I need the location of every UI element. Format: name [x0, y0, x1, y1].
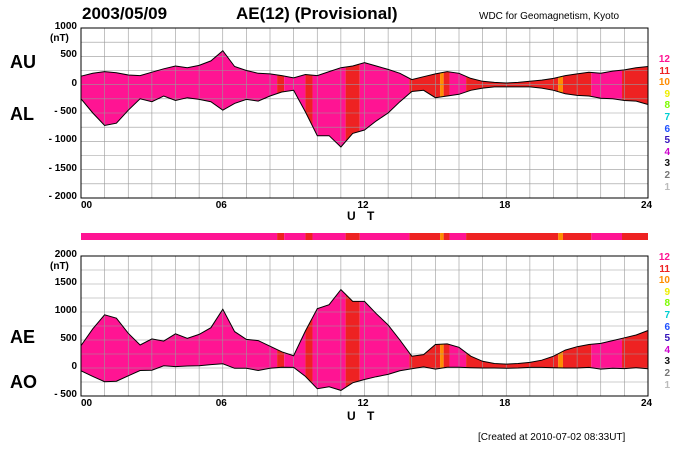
ae-label: AE [10, 327, 36, 347]
lower-y-tick-label: 1000 [54, 305, 77, 316]
lower-plot-frame [80, 255, 649, 397]
upper-unit: (nT) [50, 33, 69, 44]
upper-x-axis-label: U T [347, 209, 379, 223]
lower-series-ao-line [80, 363, 649, 391]
upper-y-tick-label: - 500 [54, 106, 77, 117]
lower-grid [80, 255, 649, 397]
legend-item-4: 4 [664, 344, 670, 356]
data-source: WDC for Geomagnetism, Kyoto [479, 11, 620, 22]
legend-item-10: 10 [658, 77, 670, 89]
station-bar-segment-12 [558, 233, 563, 240]
upper-y-tick-label: - 1500 [48, 162, 77, 174]
station-bar-segment-5 [345, 233, 360, 240]
lower-x-tick-label: 18 [499, 398, 511, 409]
station-bar-segment-14 [591, 233, 623, 240]
legend-item-5: 5 [664, 135, 670, 147]
upper-x-tick-label: 00 [81, 200, 93, 211]
legend-item-9: 9 [664, 88, 670, 100]
station-bar-segment-15 [622, 233, 648, 240]
lower-y-tick-label: - 500 [54, 389, 77, 400]
lower-series-ae-line [80, 288, 649, 365]
legend-item-1: 1 [664, 379, 670, 391]
legend-item-6: 6 [664, 123, 670, 135]
upper-panel [80, 27, 649, 199]
station-bar-segment-11 [466, 233, 559, 240]
legend-item-6: 6 [664, 321, 670, 333]
station-bar-segment-7 [409, 233, 441, 240]
station-bar-segment-1 [277, 233, 285, 240]
legend-item-2: 2 [664, 368, 670, 379]
al-label: AL [10, 104, 34, 124]
legend-item-10: 10 [658, 275, 670, 287]
legend-item-11: 11 [659, 65, 670, 77]
legend-item-8: 8 [664, 298, 670, 310]
ao-label: AO [10, 372, 37, 392]
lower-x-tick-label: 00 [81, 398, 93, 409]
legend-item-9: 9 [664, 286, 670, 298]
plot-title: AE(12) (Provisional) [236, 4, 398, 23]
lower-panel [80, 255, 649, 397]
station-bar-segment-2 [284, 233, 306, 240]
lower-y-tick-label: 2000 [54, 249, 77, 260]
lower-unit: (nT) [50, 261, 69, 272]
station-bar-segment-9 [443, 233, 450, 240]
legend-item-5: 5 [664, 333, 670, 345]
legend-item-7: 7 [664, 310, 670, 321]
station-bar-segment-4 [312, 233, 346, 240]
lower-y-tick-label: 1500 [54, 277, 77, 288]
upper-x-tick-label: 18 [499, 200, 511, 211]
lower-x-tick-label: 24 [641, 398, 653, 409]
upper-x-tick-label: 06 [215, 200, 227, 211]
upper-series-au-line [80, 49, 649, 84]
upper-x-tick-label: 24 [641, 200, 653, 211]
lower-x-axis-label: U T [347, 409, 379, 423]
lower-x-tick-label: 06 [215, 398, 227, 409]
upper-y-tick-label: - 1000 [48, 134, 77, 146]
station-bar-segment-8 [440, 233, 444, 240]
legend-item-7: 7 [664, 112, 670, 123]
legend-item-8: 8 [664, 100, 670, 112]
station-bar-segment-13 [562, 233, 592, 240]
upper-grid [80, 27, 649, 199]
legend-item-4: 4 [664, 146, 670, 158]
station-bar-segment-6 [359, 233, 410, 240]
legend-item-12: 12 [658, 252, 670, 263]
legend-item-11: 11 [659, 263, 670, 275]
lower-y-tick-label: 0 [71, 361, 77, 372]
creation-note: [Created at 2010-07-02 08:33UT] [478, 432, 626, 443]
au-label: AU [10, 52, 36, 72]
upper-series-al-line [80, 86, 649, 148]
upper-y-tick-label: 1000 [54, 21, 77, 32]
upper-y-tick-label: - 2000 [48, 191, 77, 202]
legend-item-2: 2 [664, 170, 670, 181]
legend-item-3: 3 [664, 356, 670, 368]
station-bar-segment-3 [305, 233, 313, 240]
legend-item-3: 3 [664, 158, 670, 170]
legend-item-12: 12 [658, 54, 670, 65]
upper-y-tick-label: 0 [71, 77, 77, 89]
upper-x-tick-label: 12 [357, 200, 369, 211]
upper-plot-frame [80, 27, 649, 199]
station-bar-segment-0 [81, 233, 278, 240]
plot-date: 2003/05/09 [82, 4, 168, 23]
upper-y-tick-label: 500 [60, 49, 77, 61]
lower-x-tick-label: 12 [357, 398, 369, 409]
station-bar-segment-10 [449, 233, 467, 240]
legend-item-1: 1 [664, 181, 670, 193]
lower-y-tick-label: 500 [60, 333, 77, 344]
station-count-bar [81, 233, 648, 240]
